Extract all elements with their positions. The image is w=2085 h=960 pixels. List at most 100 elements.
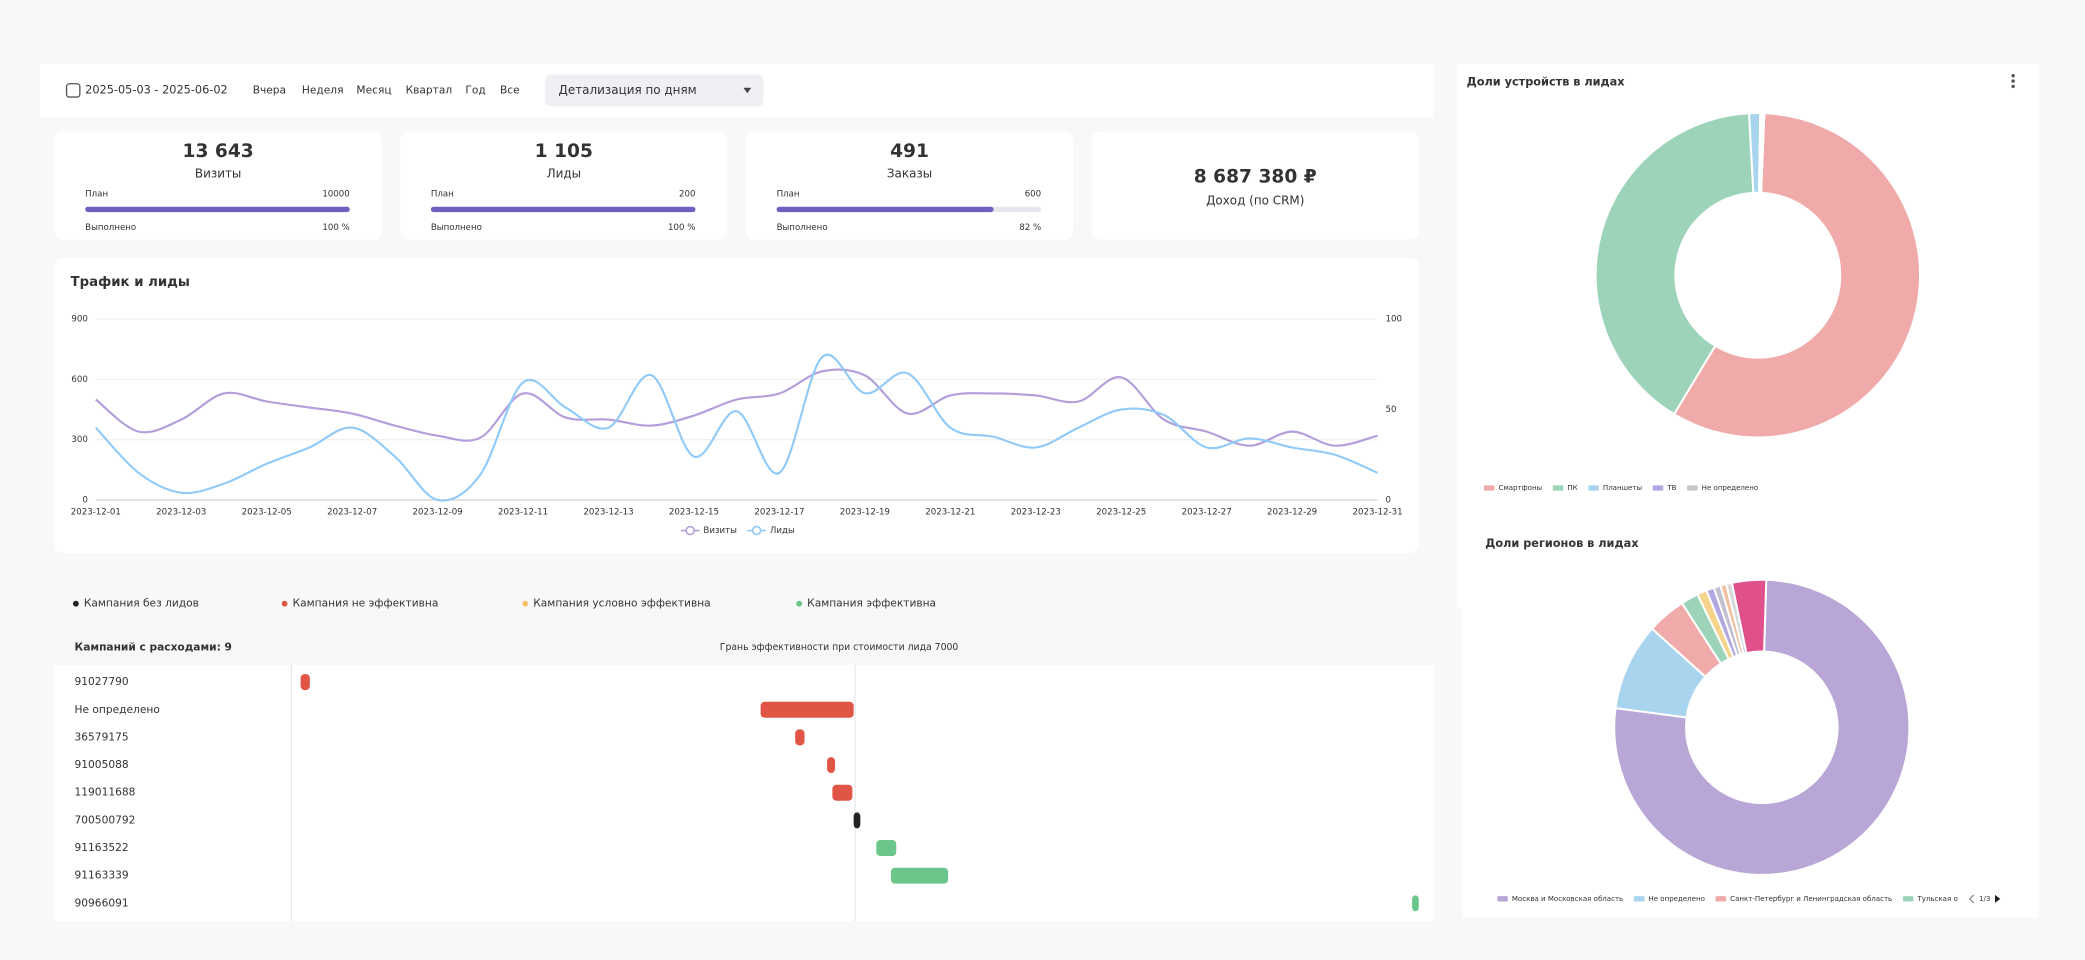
period-button[interactable]: Неделя bbox=[302, 83, 344, 96]
legend-label[interactable]: Лиды bbox=[770, 526, 795, 536]
donut-slice[interactable] bbox=[1759, 112, 1766, 194]
x-tick-label: 2023-12-07 bbox=[327, 507, 377, 517]
legend-label[interactable]: Смартфоны bbox=[1499, 483, 1543, 492]
period-button[interactable]: Все bbox=[500, 83, 520, 96]
legend-marker bbox=[751, 525, 762, 536]
row-label: 91163339 bbox=[75, 869, 129, 882]
legend-dot bbox=[796, 600, 803, 607]
y2-tick-label: 50 bbox=[1386, 405, 1397, 415]
x-tick-label: 2023-12-03 bbox=[156, 507, 206, 517]
legend-label[interactable]: Визиты bbox=[703, 526, 737, 536]
legend-swatch bbox=[1552, 485, 1564, 491]
chart-title: Доли регионов в лидах bbox=[1485, 537, 1639, 550]
x-tick-label: 2023-12-01 bbox=[71, 507, 121, 517]
legend-swatch bbox=[1497, 896, 1508, 902]
legend-label[interactable]: Кампания условно эффективна bbox=[533, 597, 710, 610]
y-tick-label: 600 bbox=[71, 375, 87, 385]
legend-label[interactable]: ПК bbox=[1567, 483, 1577, 492]
range-bar[interactable] bbox=[795, 729, 805, 746]
kpi-card bbox=[54, 131, 382, 240]
chart-title: Трафик и лиды bbox=[71, 275, 190, 290]
donut-slice[interactable] bbox=[1730, 578, 1768, 655]
legend-swatch bbox=[1588, 485, 1599, 491]
chart-title: Доли устройств в лидах bbox=[1467, 75, 1626, 88]
range-bar[interactable] bbox=[853, 812, 861, 829]
donut-slice[interactable] bbox=[1594, 112, 1755, 416]
range-bar[interactable] bbox=[827, 757, 836, 774]
row-label: 700500792 bbox=[75, 813, 136, 826]
detail-label: Детализация по дням bbox=[559, 83, 697, 97]
menu-dot[interactable] bbox=[2011, 84, 2015, 89]
donut-slice[interactable] bbox=[1613, 578, 1911, 876]
range-bar[interactable] bbox=[832, 784, 853, 801]
plan-value: 200 bbox=[679, 190, 695, 200]
x-tick-label: 2023-12-15 bbox=[669, 507, 719, 517]
legend-label[interactable]: Кампания не эффективна bbox=[293, 597, 439, 610]
legend-label[interactable]: ТВ bbox=[1666, 483, 1676, 492]
y2-tick-label: 0 bbox=[1386, 495, 1392, 505]
legend-swatch bbox=[1652, 485, 1664, 491]
pager-next[interactable] bbox=[1995, 894, 2001, 903]
progress-bar bbox=[776, 206, 994, 213]
kpi-value: 8 687 380 ₽ bbox=[1194, 166, 1317, 187]
kpi-value: 491 bbox=[890, 141, 929, 162]
detail-dropdown[interactable] bbox=[545, 74, 764, 107]
legend-label[interactable]: Санкт-Петербург и Ленинградская область bbox=[1730, 894, 1892, 903]
row-label: 91027790 bbox=[75, 675, 129, 688]
legend-label[interactable]: Планшеты bbox=[1603, 483, 1642, 492]
x-tick-label: 2023-12-21 bbox=[925, 507, 975, 517]
kpi-label: Заказы bbox=[887, 167, 932, 181]
legend-swatch bbox=[1633, 896, 1645, 902]
legend-swatch bbox=[1483, 485, 1495, 491]
legend-label[interactable]: Кампания без лидов bbox=[84, 597, 199, 610]
y-tick-label: 900 bbox=[71, 315, 87, 325]
legend-dot bbox=[281, 600, 288, 607]
legend-label[interactable]: Кампания эффективна bbox=[807, 597, 936, 610]
legend-label[interactable]: Не определено bbox=[1648, 894, 1704, 903]
menu-dot[interactable] bbox=[2011, 74, 2015, 78]
range-bar[interactable] bbox=[876, 840, 897, 857]
plan-label: План bbox=[777, 190, 800, 200]
plan-value: 10000 bbox=[322, 190, 349, 200]
kpi-label: Визиты bbox=[195, 167, 241, 181]
legend-pager: 1/3 bbox=[1979, 894, 1990, 903]
kpi-card bbox=[400, 131, 728, 240]
legend-label[interactable]: Москва и Московская область bbox=[1512, 894, 1623, 903]
series-line bbox=[95, 368, 1378, 447]
kpi-card bbox=[1091, 131, 1419, 240]
range-bar[interactable] bbox=[890, 867, 949, 884]
period-button[interactable]: Месяц bbox=[356, 83, 391, 96]
row-label: 91163522 bbox=[75, 841, 129, 854]
legend-dot bbox=[72, 600, 79, 607]
gantt-card bbox=[54, 624, 1434, 922]
range-bar[interactable] bbox=[760, 701, 854, 718]
done-label: Выполнено bbox=[85, 223, 136, 233]
x-tick-label: 2023-12-25 bbox=[1096, 507, 1146, 517]
kpi-value: 13 643 bbox=[183, 141, 254, 162]
line-card bbox=[54, 257, 1419, 554]
x-tick-label: 2023-12-27 bbox=[1182, 507, 1232, 517]
x-tick-label: 2023-12-31 bbox=[1353, 507, 1403, 517]
menu-dot[interactable] bbox=[2011, 79, 2015, 83]
range-bar[interactable] bbox=[1412, 895, 1419, 912]
period-button[interactable]: Квартал bbox=[406, 83, 453, 96]
period-button[interactable]: Год bbox=[465, 83, 485, 96]
row-label: Не определено bbox=[75, 703, 160, 716]
donut-slice[interactable] bbox=[1672, 112, 1921, 439]
range-bar[interactable] bbox=[300, 674, 310, 691]
pager-prev[interactable] bbox=[1968, 894, 1975, 904]
period-button[interactable]: Вчера bbox=[253, 83, 286, 96]
series-line bbox=[95, 353, 1378, 502]
legend-swatch bbox=[1902, 896, 1914, 902]
gantt-header bbox=[54, 624, 1434, 665]
row-label: 91005088 bbox=[75, 758, 129, 771]
row-label: 90966091 bbox=[75, 896, 129, 909]
plan-value: 600 bbox=[1025, 190, 1041, 200]
legend-label[interactable]: Не определено bbox=[1702, 483, 1758, 492]
calendar-icon[interactable] bbox=[65, 83, 81, 98]
kpi-label: Лиды bbox=[547, 167, 581, 181]
threshold-label: Грань эффективности при стоимости лида 7… bbox=[720, 642, 959, 653]
progress-bar bbox=[85, 206, 350, 213]
legend-label[interactable]: Тульская о bbox=[1916, 894, 1957, 903]
